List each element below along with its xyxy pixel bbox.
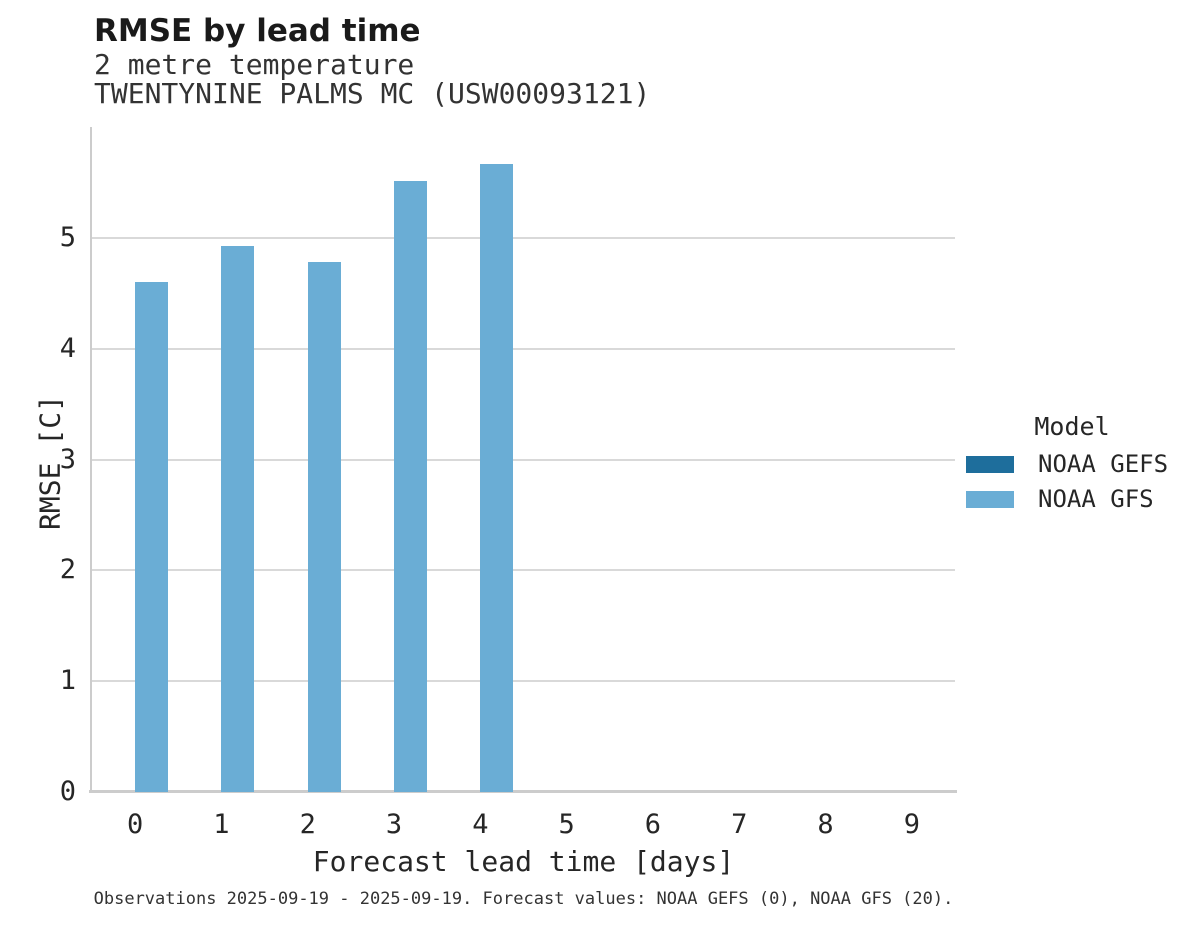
legend-swatch-icon: [966, 455, 1014, 473]
chart-title: RMSE by lead time: [94, 13, 421, 49]
y-axis-label: RMSE [C]: [33, 395, 67, 530]
chart-subtitle-variable: 2 metre temperature: [94, 48, 415, 81]
bar-noaa-gfs-lead0: [135, 282, 169, 792]
y-axis-ticks: 0 1 2 3 4 5: [0, 127, 76, 805]
legend-swatch-icon: [966, 490, 1014, 508]
x-tick-label-5: 5: [558, 809, 575, 840]
gridline-y4: [92, 347, 955, 350]
x-tick-label-8: 8: [817, 809, 834, 840]
y-tick-label-0: 0: [59, 776, 76, 807]
y-tick-label-1: 1: [59, 665, 76, 697]
bar-noaa-gfs-lead3: [394, 181, 428, 792]
bar-noaa-gfs-lead1: [221, 245, 255, 792]
y-tick-label-2: 2: [59, 554, 76, 586]
x-tick-label-2: 2: [299, 809, 316, 840]
gridline-y1: [92, 680, 955, 683]
gridline-y2: [92, 569, 955, 572]
x-axis-ticks: 0 1 2 3 4 5 6 7 8 9: [92, 811, 955, 843]
y-tick-label-3: 3: [59, 443, 76, 475]
bar-noaa-gfs-lead2: [307, 262, 341, 792]
x-tick-label-4: 4: [472, 809, 489, 840]
x-tick-label-6: 6: [644, 809, 662, 840]
legend-title: Model: [1034, 412, 1110, 441]
plot-area: [92, 127, 955, 792]
gridline-y3: [92, 458, 955, 461]
x-tick-label-7: 7: [731, 809, 748, 840]
chart-subtitle-station: TWENTYNINE PALMS MC (USW00093121): [94, 77, 651, 110]
x-tick-label-0: 0: [127, 809, 144, 840]
legend: Model NOAA GEFS NOAA GFS: [966, 412, 1178, 523]
bar-noaa-gfs-lead4: [480, 163, 514, 792]
legend-label: NOAA GEFS: [1038, 450, 1169, 478]
legend-row-noaa-gfs: NOAA GFS: [966, 485, 1178, 513]
gridline-y5: [92, 236, 955, 239]
legend-items: NOAA GEFS NOAA GFS: [966, 450, 1178, 513]
x-tick-label-9: 9: [903, 809, 920, 840]
footer-note: Observations 2025-09-19 - 2025-09-19. Fo…: [93, 889, 954, 909]
x-tick-label-3: 3: [385, 809, 403, 840]
legend-label: NOAA GFS: [1038, 485, 1154, 513]
legend-row-noaa-gefs: NOAA GEFS: [966, 450, 1178, 478]
x-axis-label: Forecast lead time [days]: [312, 845, 735, 878]
y-tick-label-4: 4: [59, 332, 76, 364]
y-axis-spine: [90, 127, 92, 792]
x-tick-label-1: 1: [213, 809, 230, 840]
y-tick-label-5: 5: [59, 221, 76, 253]
x-axis-spine: [89, 790, 957, 793]
